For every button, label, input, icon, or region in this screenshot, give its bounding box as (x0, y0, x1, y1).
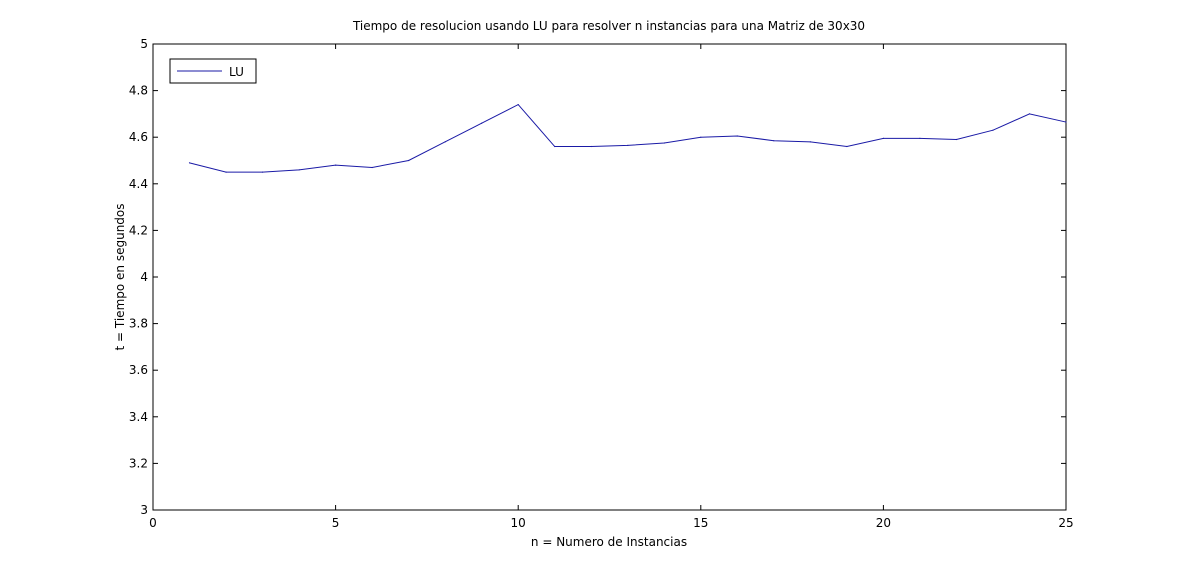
x-axis-label: n = Numero de Instancias (531, 535, 687, 549)
y-tick-label: 4.2 (129, 223, 148, 237)
data-point (444, 141, 446, 143)
data-point (1065, 121, 1067, 123)
data-point (700, 136, 702, 138)
data-point (663, 142, 665, 144)
data-point (882, 137, 885, 139)
legend: LU (169, 58, 257, 84)
legend-label-lu: LU (229, 65, 244, 79)
data-point (371, 166, 373, 169)
data-point (225, 171, 227, 173)
data-point (481, 122, 483, 124)
x-tick-label: 25 (1058, 516, 1073, 530)
y-tick-label: 4.8 (129, 84, 148, 98)
series-points (188, 103, 1067, 173)
data-point (261, 171, 264, 173)
chart-title: Tiempo de resolucion usando LU para reso… (352, 19, 865, 33)
data-point (627, 144, 629, 146)
x-tick-label: 0 (149, 516, 157, 530)
data-point (188, 162, 191, 164)
y-tick-label: 3 (140, 503, 148, 517)
y-tick-label: 3.6 (129, 363, 148, 377)
data-point (919, 137, 921, 139)
data-point (773, 140, 775, 142)
data-point (298, 169, 300, 171)
data-point (736, 135, 738, 137)
y-tick-label: 4.6 (129, 130, 148, 144)
data-point (554, 145, 556, 148)
x-tick-label: 15 (693, 516, 708, 530)
data-point (992, 129, 994, 131)
data-point (335, 164, 337, 166)
y-tick-label: 4 (140, 270, 148, 284)
y-tick-label: 5 (140, 37, 148, 51)
y-tick-label: 3.4 (129, 410, 148, 424)
y-tick-label: 3.8 (129, 317, 148, 331)
y-axis: 3 3.2 3.4 3.6 3.8 4 4.2 4.4 4.6 4.8 5 (129, 37, 1066, 517)
x-tick-label: 20 (876, 516, 891, 530)
x-tick-label: 5 (332, 516, 340, 530)
x-axis: 0 5 10 15 20 25 (149, 44, 1074, 530)
data-point (590, 145, 592, 148)
data-point (846, 145, 848, 148)
data-point (1028, 113, 1031, 115)
x-tick-label: 10 (511, 516, 526, 530)
y-tick-label: 4.4 (129, 177, 148, 191)
y-axis-label: t = Tiempo en segundos (113, 203, 127, 350)
data-point (955, 138, 958, 141)
data-point (809, 141, 811, 143)
data-point (517, 103, 519, 106)
data-point (408, 159, 410, 162)
y-tick-label: 3.2 (129, 456, 148, 470)
